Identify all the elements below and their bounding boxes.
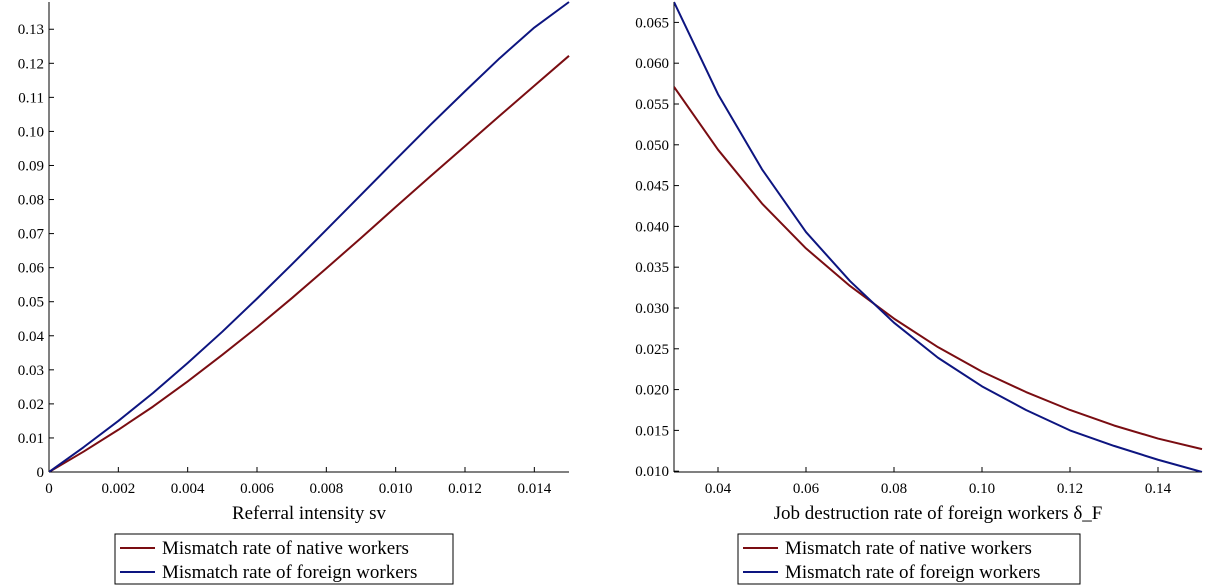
series-line-native: [674, 86, 1203, 451]
x-tick-label: 0.008: [309, 481, 343, 497]
series-line-foreign: [49, 1, 570, 472]
y-tick-label: 0.09: [18, 158, 44, 174]
legend-label: Mismatch rate of foreign workers: [785, 562, 1040, 583]
y-tick-label: 0.050: [635, 138, 669, 154]
y-tick-label: 0.03: [18, 363, 44, 379]
x-tick-label: 0.04: [705, 481, 732, 497]
legend: Mismatch rate of native workers Mismatch …: [114, 533, 454, 585]
x-tick-label: 0.012: [448, 481, 482, 497]
legend-label: Mismatch rate of foreign workers: [162, 562, 417, 583]
x-axis-title: Job destruction rate of foreign workers …: [774, 503, 1103, 524]
x-tick-label: 0.014: [517, 481, 551, 497]
y-tick-label: 0.045: [635, 179, 669, 195]
y-tick-label: 0.07: [18, 227, 45, 243]
x-tick-label: 0.14: [1145, 481, 1172, 497]
x-axis-title: Referral intensity sv: [232, 503, 387, 524]
x-tick-label: 0.002: [101, 481, 135, 497]
y-tick-label: 0.10: [18, 124, 44, 140]
y-tick-label: 0.13: [18, 22, 44, 38]
y-tick-label: 0.010: [635, 464, 669, 480]
y-tick-label: 0.08: [18, 193, 44, 209]
legend-box: [737, 533, 1081, 585]
x-tick-label: 0: [45, 481, 53, 497]
x-tick-label: 0.006: [240, 481, 274, 497]
legend-box: [114, 533, 454, 585]
y-tick-label: 0.11: [18, 90, 44, 106]
x-tick-label: 0.010: [379, 481, 413, 497]
y-tick-label: 0.02: [18, 397, 44, 413]
legend-label: Mismatch rate of native workers: [162, 538, 409, 559]
x-tick-label: 0.004: [171, 481, 205, 497]
legend: Mismatch rate of native workers Mismatch …: [737, 533, 1081, 585]
y-tick-label: 0.020: [635, 383, 669, 399]
y-tick-label: 0.055: [635, 97, 669, 113]
y-tick-label: 0.01: [18, 431, 44, 447]
y-tick-label: 0.035: [635, 260, 669, 276]
y-tick-label: 0.04: [18, 329, 45, 345]
y-tick-label: 0.060: [635, 56, 669, 72]
y-tick-label: 0.065: [635, 15, 669, 31]
x-tick-label: 0.10: [969, 481, 995, 497]
y-tick-label: 0.040: [635, 219, 669, 235]
y-tick-label: 0.12: [18, 56, 44, 72]
chart-job-destruction-rate: 0.010 0.015 0.020 0.025 0.030 0.035 0.040 0.045…: [635, 1, 1203, 585]
y-tick-label: 0: [37, 465, 45, 481]
series-line-native: [49, 55, 570, 472]
x-tick-label: 0.08: [881, 481, 907, 497]
series-line-foreign: [674, 1, 1203, 472]
x-tick-label: 0.06: [793, 481, 820, 497]
x-tick-label: 0.12: [1057, 481, 1083, 497]
legend-label: Mismatch rate of native workers: [785, 538, 1032, 559]
y-tick-label: 0.025: [635, 342, 669, 358]
y-tick-label: 0.06: [18, 261, 45, 277]
chart-referral-intensity: 0 0.01 0.02 0.03 0.04 0.05 0.06 0.07 0.08 0.09 0.1…: [18, 1, 570, 585]
y-tick-label: 0.015: [635, 423, 669, 439]
y-tick-label: 0.030: [635, 301, 669, 317]
y-tick-label: 0.05: [18, 295, 44, 311]
